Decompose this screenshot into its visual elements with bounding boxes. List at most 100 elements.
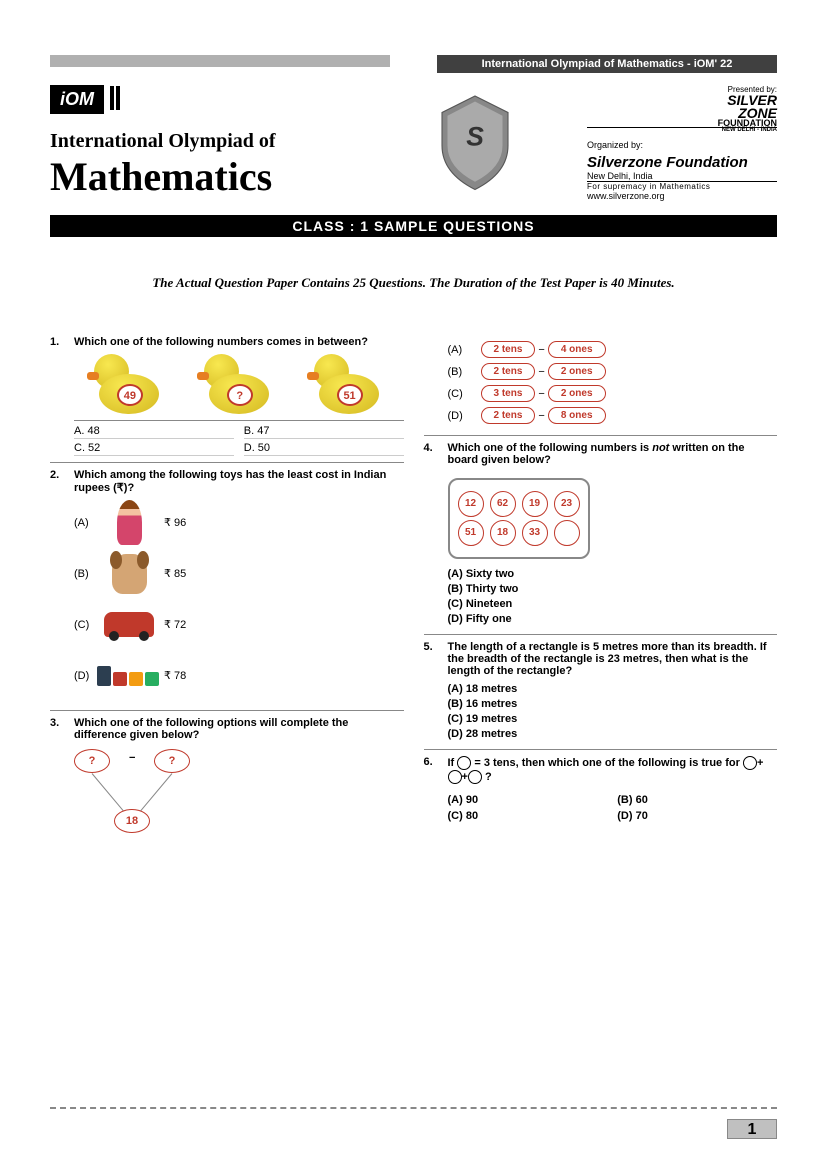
org-name: Silverzone Foundation: [587, 154, 777, 171]
duck-number: 51: [337, 384, 363, 406]
toy-row: (D) ₹ 78: [74, 653, 404, 698]
q4-opt-b: (B) Thirty two: [448, 583, 778, 595]
title-line2: Mathematics: [50, 153, 276, 200]
title-line1: International Olympiad of: [50, 130, 276, 153]
ducks-row: 49 ? 51: [74, 354, 404, 414]
q1-opt-b: B. 47: [244, 424, 404, 439]
separator: −: [538, 388, 544, 400]
q2-opt-b-label: (B): [74, 568, 104, 580]
q5-opt-a: (A) 18 metres: [448, 683, 778, 695]
page-number: 1: [727, 1119, 777, 1139]
duck-number: 49: [117, 384, 143, 406]
question-1: 1. Which one of the following numbers co…: [50, 330, 404, 463]
circle-icon: [743, 756, 757, 770]
q5-number: 5.: [424, 641, 448, 743]
q3-text: Which one of the following options will …: [74, 717, 404, 741]
organized-by-label: Organized by:: [587, 140, 777, 150]
q4-opt-a: (A) Sixty two: [448, 568, 778, 580]
q2-opt-c-price: ₹ 72: [164, 618, 186, 631]
q3-opt-a: (A) 2 tens − 4 ones: [448, 341, 778, 358]
board-cell: 33: [522, 520, 548, 546]
board-cell: 19: [522, 491, 548, 517]
q3-opt-d: (D) 2 tens − 8 ones: [448, 407, 778, 424]
q2-text: Which among the following toys has the l…: [74, 469, 404, 494]
header-bar-left: [50, 55, 390, 67]
notice-text: The Actual Question Paper Contains 25 Qu…: [50, 275, 777, 291]
q5-opt-b: (B) 16 metres: [448, 698, 778, 710]
board-cell: 12: [458, 491, 484, 517]
opt-label: (D): [448, 410, 478, 422]
duck-number: ?: [227, 384, 253, 406]
number-board: 12 62 19 23 51 18 33: [448, 478, 590, 559]
pill: 2 tens: [481, 363, 536, 380]
q6-number: 6.: [424, 756, 448, 823]
board-cell: 51: [458, 520, 484, 546]
car-toy-icon: [104, 602, 154, 647]
q1-number: 1.: [50, 336, 74, 456]
q4-options: (A) Sixty two (B) Thirty two (C) Ninetee…: [448, 568, 778, 625]
q4-opt-c: (C) Nineteen: [448, 598, 778, 610]
q1-opt-a: A. 48: [74, 424, 234, 439]
q6-opt-d: (D) 70: [617, 809, 777, 823]
board-cell: 23: [554, 491, 580, 517]
pill: 3 tens: [481, 385, 536, 402]
duck-icon: 51: [309, 354, 389, 414]
duck-icon: ?: [199, 354, 279, 414]
q2-opt-a-label: (A): [74, 517, 104, 529]
q3-number: 3.: [50, 717, 74, 847]
question-4: 4. Which one of the following numbers is…: [424, 436, 778, 635]
svg-text:S: S: [466, 122, 484, 152]
plus-sign: +: [757, 757, 763, 769]
q2-opt-a-price: ₹ 96: [164, 516, 186, 529]
dog-toy-icon: [104, 551, 154, 596]
q3-opt-c: (C) 3 tens − 2 ones: [448, 385, 778, 402]
q1-opt-d: D. 50: [244, 441, 404, 456]
silver-logo-line4: NEW DELHI - INDIA: [587, 127, 777, 133]
toy-row: (C) ₹ 72: [74, 602, 404, 647]
opt-label: (A): [448, 344, 478, 356]
question-mark: ?: [482, 771, 492, 783]
q5-opt-d: (D) 28 metres: [448, 728, 778, 740]
q4-number: 4.: [424, 442, 448, 628]
q6-text-part2: = 3 tens, then which one of the followin…: [471, 757, 743, 769]
board-cell: 62: [490, 491, 516, 517]
silver-logo-line3: FOUNDATION: [587, 119, 777, 127]
pill: 2 ones: [548, 385, 606, 402]
q4-text-em: not: [652, 442, 669, 454]
q5-options: (A) 18 metres (B) 16 metres (C) 19 metre…: [448, 683, 778, 740]
q2-opt-d-price: ₹ 78: [164, 669, 186, 682]
org-location: New Delhi, India: [587, 171, 777, 181]
header-banner: International Olympiad of Mathematics - …: [437, 55, 777, 73]
pill: 4 ones: [548, 341, 606, 358]
q6-options: (A) 90 (B) 60 (C) 80 (D) 70: [448, 790, 778, 823]
q5-text: The length of a rectangle is 5 metres mo…: [448, 641, 778, 677]
q2-number: 2.: [50, 469, 74, 704]
toy-row: (B) ₹ 85: [74, 551, 404, 596]
silverzone-logo: SILVER ZONE FOUNDATION NEW DELHI - INDIA: [587, 94, 777, 134]
q3-opt-b: (B) 2 tens − 2 ones: [448, 363, 778, 380]
org-tagline: For supremacy in Mathematics: [587, 181, 777, 191]
q6-opt-b: (B) 60: [617, 793, 777, 807]
diagram-oval: 18: [114, 809, 150, 833]
pill: 2 tens: [481, 341, 536, 358]
doll-icon: [104, 500, 154, 545]
footer-divider: [50, 1107, 777, 1109]
opt-label: (B): [448, 366, 478, 378]
class-bar: CLASS : 1 SAMPLE QUESTIONS: [50, 215, 777, 237]
q6-text: If = 3 tens, then which one of the follo…: [448, 756, 778, 784]
title-area: International Olympiad of Mathematics: [50, 130, 276, 200]
q1-options: A. 48 B. 47 C. 52 D. 50: [74, 420, 404, 456]
questions-container: 1. Which one of the following numbers co…: [50, 330, 777, 853]
q5-opt-c: (C) 19 metres: [448, 713, 778, 725]
pill: 2 ones: [548, 363, 606, 380]
diagram-oval: ?: [74, 749, 110, 773]
difference-diagram: ? − ? 18: [74, 749, 214, 839]
q1-text: Which one of the following numbers comes…: [74, 336, 404, 348]
q2-opt-b-price: ₹ 85: [164, 567, 186, 580]
logo-bars-icon: [108, 86, 120, 115]
question-6: 6. If = 3 tens, then which one of the fo…: [424, 750, 778, 829]
train-toy-icon: [104, 653, 154, 698]
logo-area: iOM: [50, 85, 120, 115]
pill: 8 ones: [548, 407, 606, 424]
diagram-oval: ?: [154, 749, 190, 773]
